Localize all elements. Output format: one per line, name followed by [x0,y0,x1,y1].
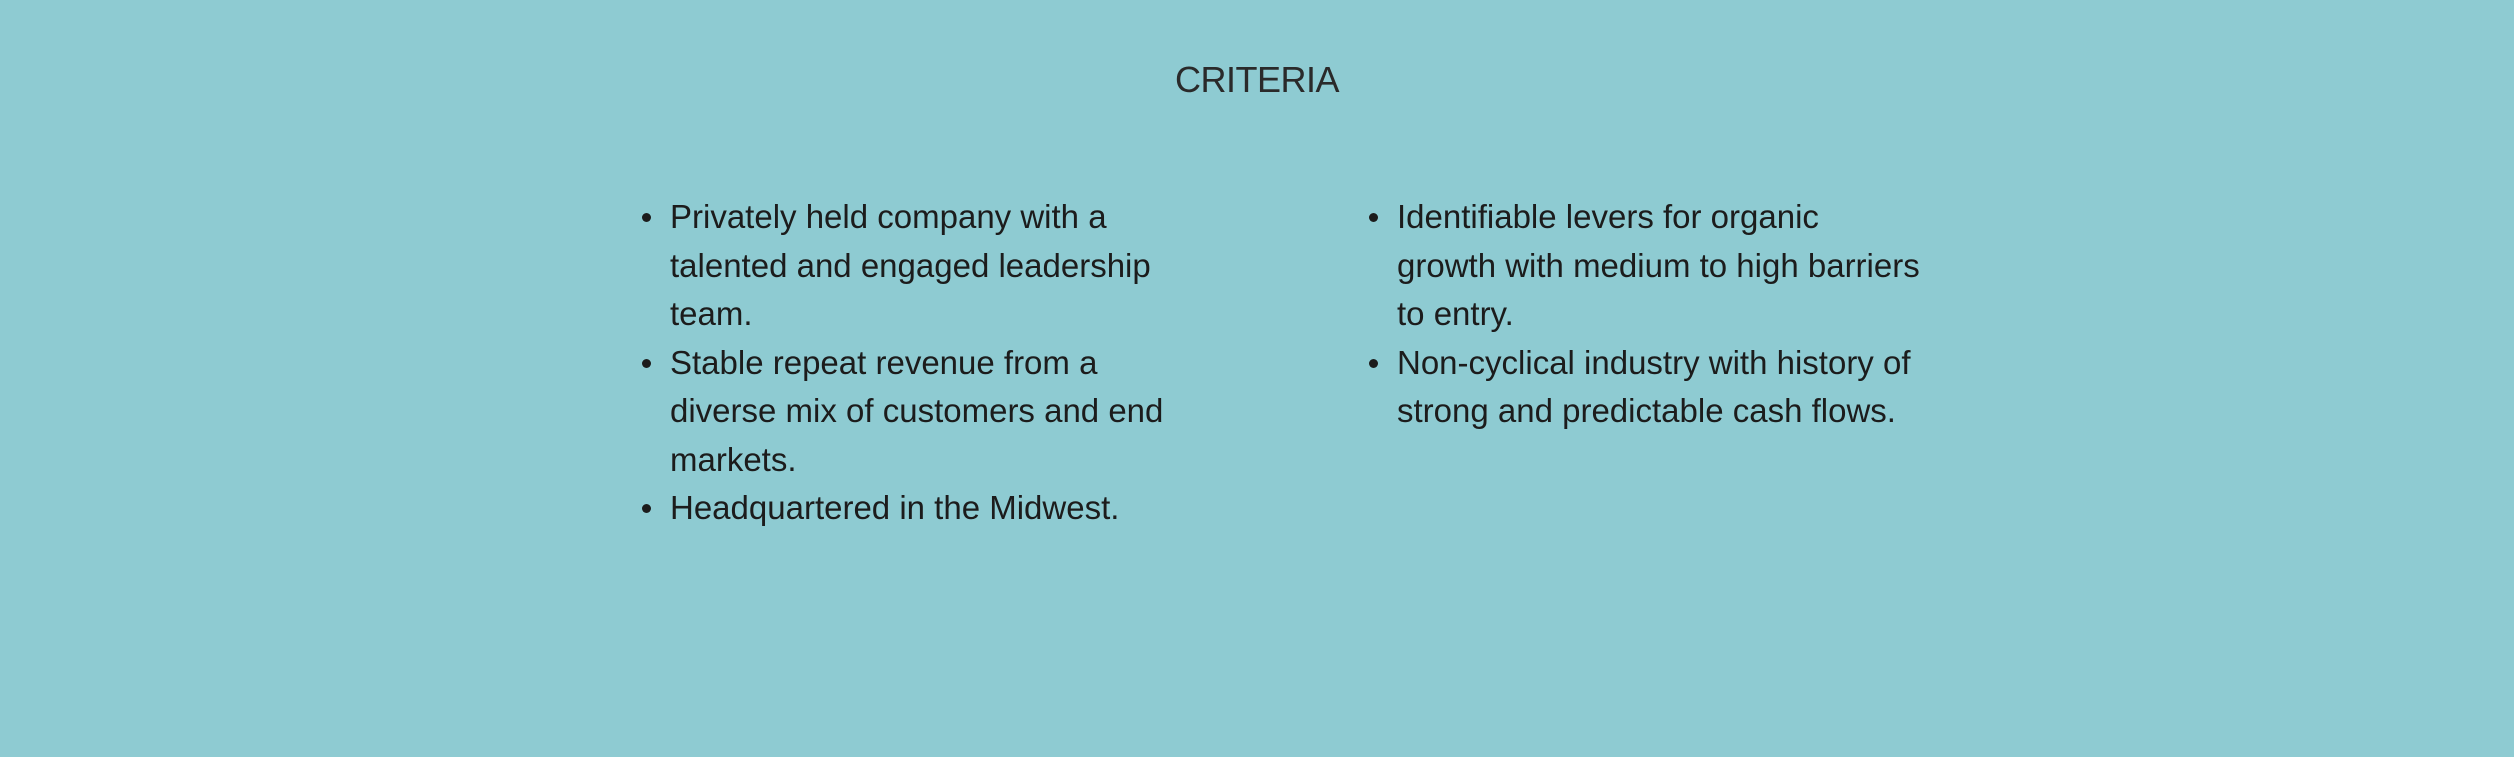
section-title: CRITERIA [1174,59,1340,100]
bullet-icon [1369,358,1378,368]
criteria-item-text: Identifiable levers for organic growth w… [1397,198,1920,332]
criteria-item: Identifiable levers for organic growth w… [1367,193,1927,339]
criteria-item-text: Non-cyclical industry with history of st… [1397,343,1911,430]
criteria-item-text: Privately held company with a talented a… [670,198,1151,332]
criteria-item: Headquartered in the Midwest. [640,484,1200,533]
bullet-icon [642,504,651,513]
bullet-icon [642,213,651,222]
criteria-item: Non-cyclical industry with history of st… [1367,339,1927,436]
criteria-item-text: Headquartered in the Midwest. [670,489,1120,526]
criteria-item: Stable repeat revenue from a diverse mix… [640,339,1200,485]
criteria-list-left: Privately held company with a talented a… [640,193,1200,533]
criteria-item: Privately held company with a talented a… [640,193,1200,339]
bullet-icon [642,358,651,368]
criteria-item-text: Stable repeat revenue from a diverse mix… [670,343,1164,478]
criteria-list-right: Identifiable levers for organic growth w… [1367,193,1927,436]
bullet-icon [1369,213,1378,222]
